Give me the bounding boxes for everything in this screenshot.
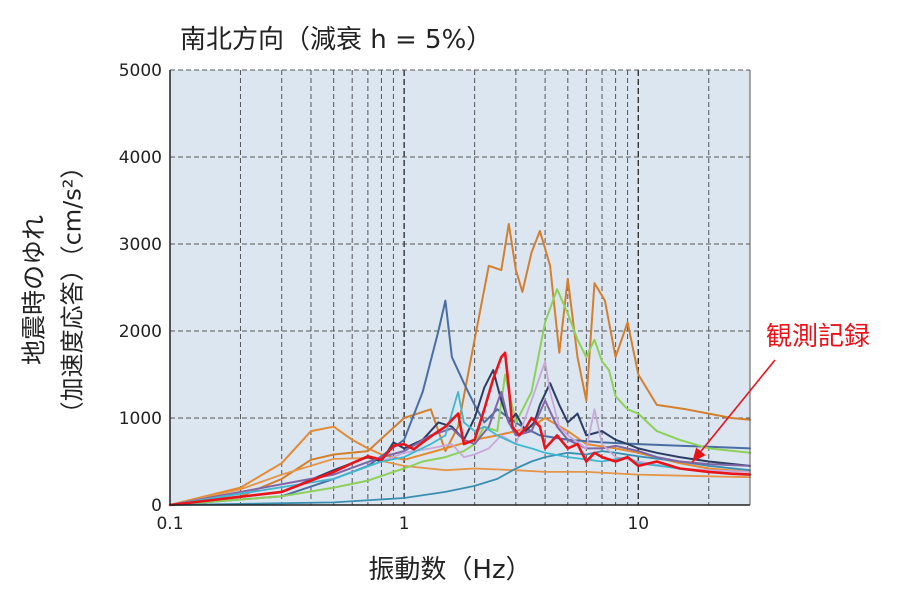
- annotation-label: 観測記録: [766, 322, 870, 352]
- series-line-5: [169, 288, 751, 506]
- series-line-3: [169, 457, 751, 506]
- series-line-2: [169, 417, 751, 506]
- plot-background: [170, 70, 750, 505]
- series-line-8: [169, 390, 751, 506]
- series-line-11: [168, 351, 752, 507]
- y-tick-label: 0: [151, 496, 162, 516]
- x-axis-label: 振動数（Hz）: [368, 555, 531, 585]
- y-tick-label: 1000: [119, 409, 162, 429]
- series-line-1: [169, 223, 751, 506]
- x-tick-label: 10: [627, 514, 649, 534]
- annotation-arrow-line: [691, 359, 776, 463]
- series-line-10: [169, 391, 751, 506]
- annotation-arrow-head: [692, 447, 706, 463]
- y-tick-label: 5000: [119, 61, 162, 81]
- y-tick-label: 3000: [119, 235, 162, 255]
- series-line-6: [169, 450, 751, 506]
- x-tick-label: 1: [399, 514, 410, 534]
- y-tick-label: 2000: [119, 322, 162, 342]
- y-tick-label: 4000: [119, 148, 162, 168]
- chart-title: 南北方向（減衰 h = 5%）: [180, 25, 492, 55]
- x-tick-label: 0.1: [156, 514, 183, 534]
